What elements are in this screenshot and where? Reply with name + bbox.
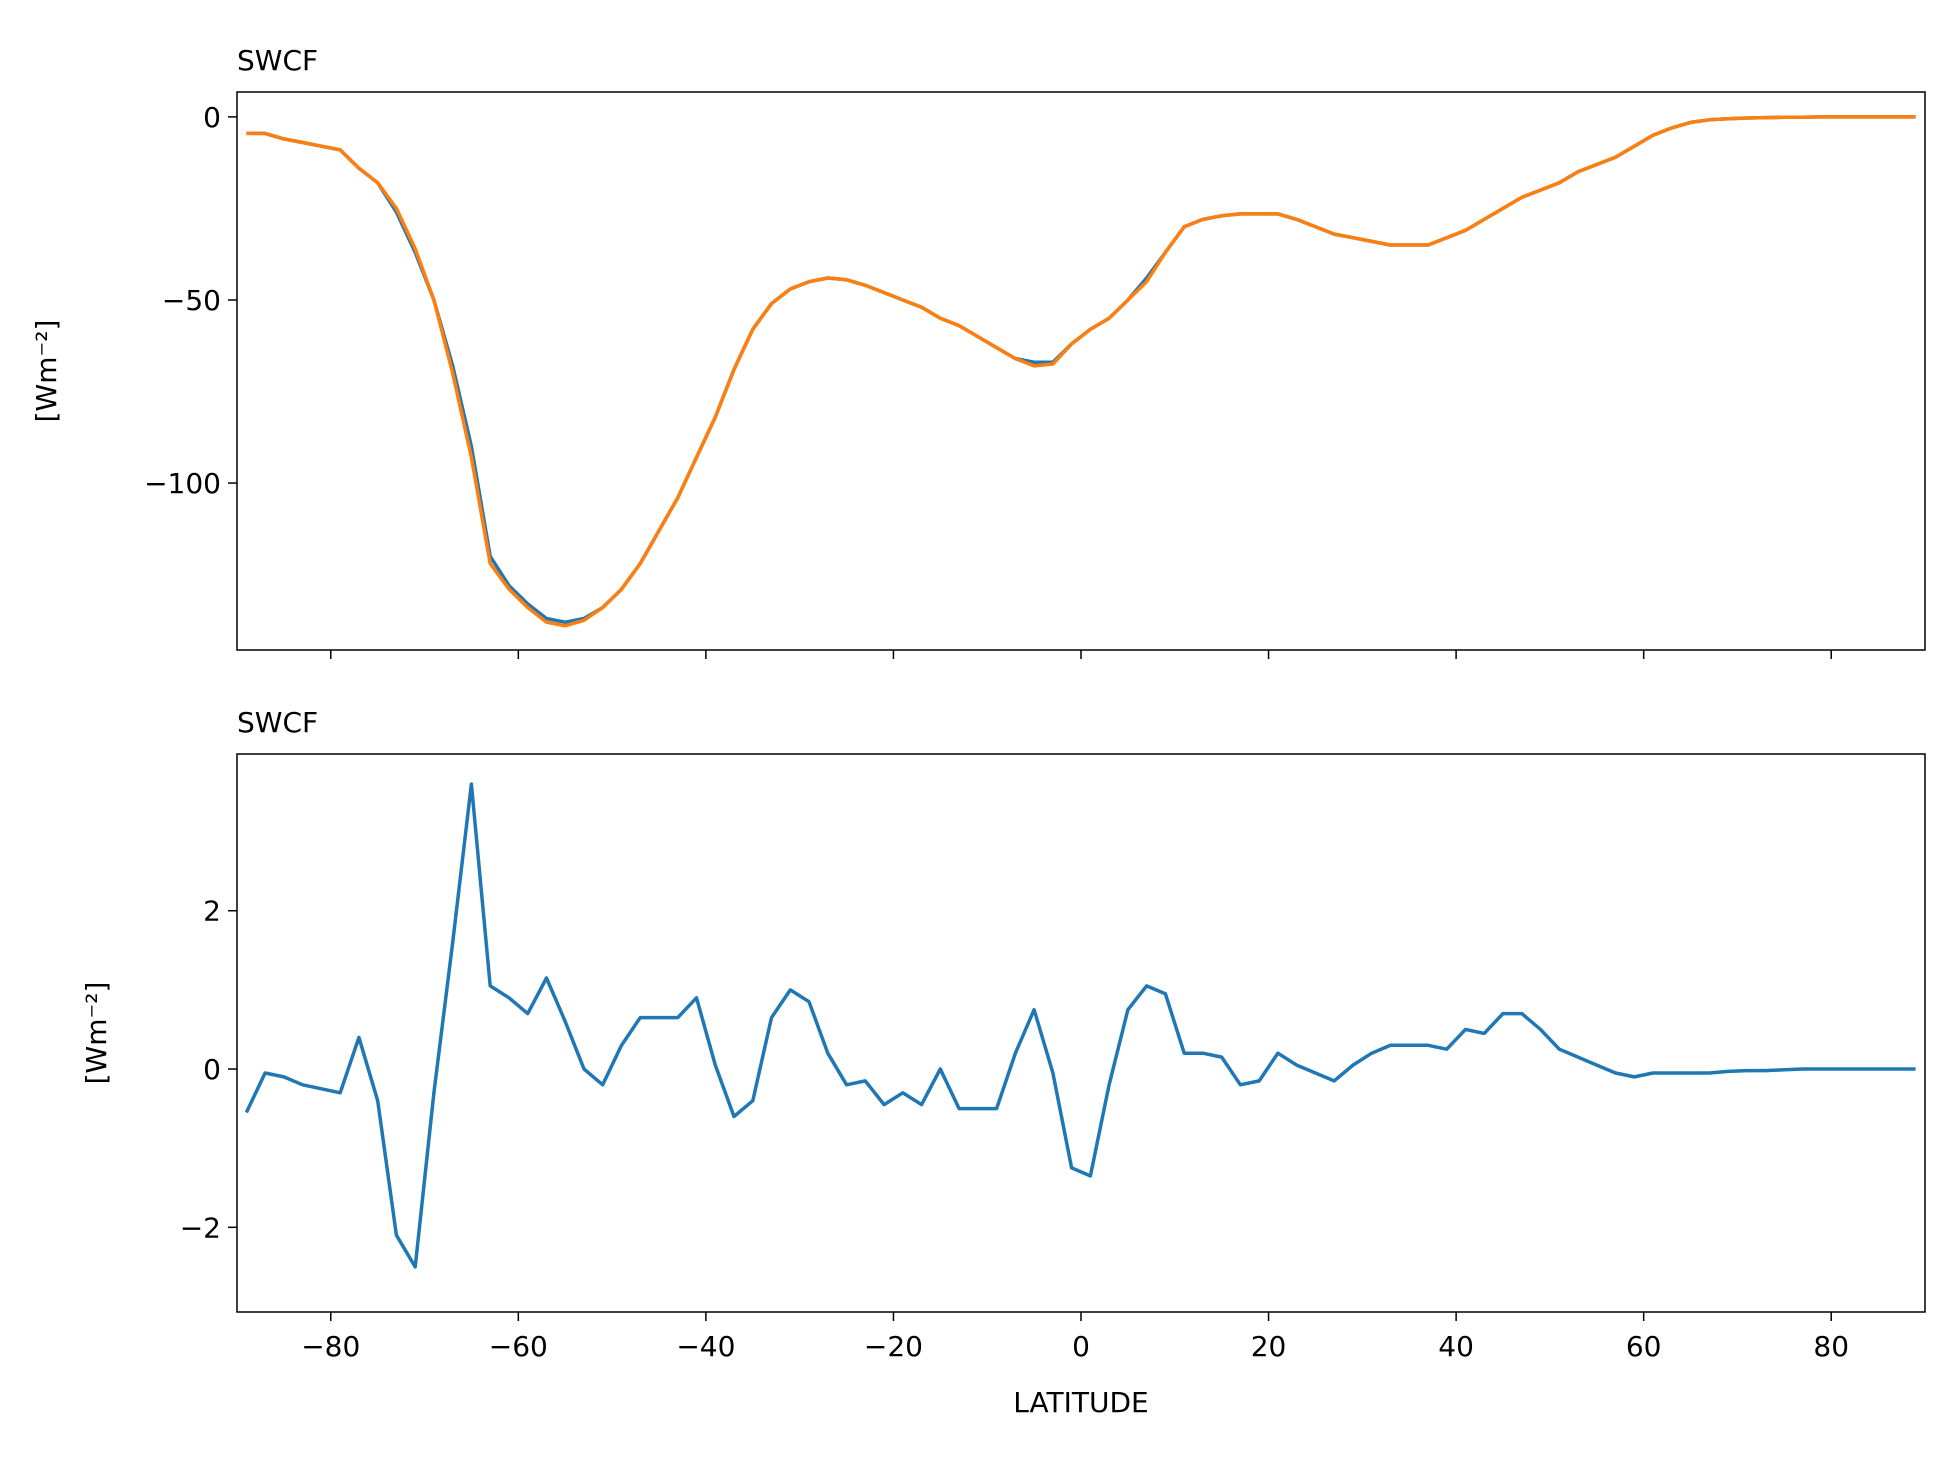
y-axis-label: [Wm⁻²] [30,320,63,423]
y-tick-label: 2 [203,895,221,928]
y-tick-label: 0 [203,1053,221,1086]
x-tick-label: −40 [676,1330,735,1363]
x-tick-label: −20 [864,1330,923,1363]
chart-title: SWCF [237,706,318,739]
x-tick-label: −60 [489,1330,548,1363]
y-tick-label: −50 [162,284,221,317]
x-tick-label: 80 [1813,1330,1849,1363]
data-line [246,115,1916,628]
x-tick-label: 20 [1251,1330,1287,1363]
x-axis-label: LATITUDE [1013,1386,1148,1419]
y-tick-label: −2 [180,1211,221,1244]
x-tick-label: 60 [1626,1330,1662,1363]
y-tick-label: 0 [203,101,221,134]
x-tick-label: −80 [301,1330,360,1363]
x-tick-label: 40 [1438,1330,1474,1363]
x-tick-label: 0 [1072,1330,1090,1363]
data-line [244,782,1916,1269]
y-tick-label: −100 [144,467,221,500]
axes-frame [236,91,1926,651]
y-axis-label: [Wm⁻²] [80,982,113,1085]
data-line [246,115,1916,624]
axes-frame [236,753,1926,1313]
chart-title: SWCF [237,44,318,77]
